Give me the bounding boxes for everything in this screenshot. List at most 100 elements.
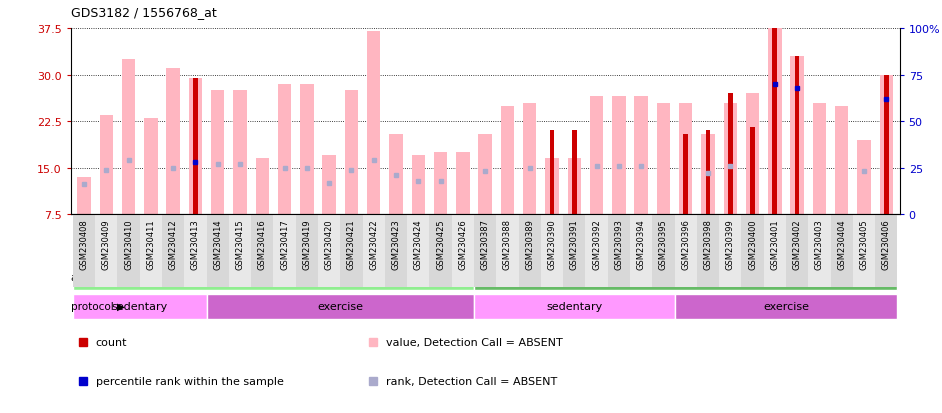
Bar	[185, 215, 206, 287]
Text: GSM230421: GSM230421	[347, 218, 356, 269]
Text: GSM230398: GSM230398	[704, 218, 712, 269]
Bar	[549, 131, 554, 215]
Bar	[674, 294, 898, 319]
Bar	[857, 140, 870, 215]
Bar	[211, 91, 224, 215]
Text: GSM230395: GSM230395	[658, 218, 668, 269]
Bar	[234, 91, 247, 215]
Bar	[118, 215, 139, 287]
Bar	[77, 178, 90, 215]
Bar	[612, 97, 625, 215]
Text: GSM230404: GSM230404	[837, 218, 846, 269]
Bar	[764, 215, 786, 287]
Bar	[697, 215, 719, 287]
Bar	[188, 78, 203, 215]
Bar	[496, 215, 518, 287]
Text: GSM230387: GSM230387	[480, 218, 490, 269]
Bar	[585, 215, 608, 287]
Bar	[701, 134, 715, 215]
Bar	[318, 215, 340, 287]
Text: GSM230412: GSM230412	[169, 218, 178, 269]
Bar	[746, 94, 759, 215]
Text: GSM230394: GSM230394	[637, 218, 645, 269]
Bar	[389, 134, 402, 215]
Text: age ▶: age ▶	[71, 273, 102, 283]
Bar	[430, 215, 452, 287]
Text: GSM230392: GSM230392	[593, 218, 601, 269]
Text: GSM230423: GSM230423	[392, 218, 400, 269]
Text: GSM230388: GSM230388	[503, 218, 512, 269]
Bar	[452, 215, 474, 287]
Text: GSM230409: GSM230409	[102, 218, 111, 269]
Text: sedentary: sedentary	[111, 301, 168, 312]
Text: GSM230399: GSM230399	[725, 218, 735, 269]
Text: protocol ▶: protocol ▶	[71, 301, 125, 312]
Text: rank, Detection Call = ABSENT: rank, Detection Call = ABSENT	[385, 376, 557, 386]
Bar	[474, 294, 674, 319]
Bar	[728, 94, 733, 215]
Text: GSM230419: GSM230419	[302, 218, 312, 269]
Bar	[278, 85, 291, 215]
Bar	[474, 266, 898, 290]
Text: GSM230415: GSM230415	[236, 218, 245, 269]
Bar	[563, 215, 585, 287]
Bar	[674, 215, 697, 287]
Bar	[407, 215, 430, 287]
Bar	[501, 106, 514, 215]
Bar	[706, 131, 710, 215]
Bar	[679, 103, 692, 215]
Bar	[572, 131, 577, 215]
Text: GSM230391: GSM230391	[570, 218, 578, 269]
Bar	[340, 215, 363, 287]
Text: GSM230408: GSM230408	[79, 218, 89, 269]
Bar	[750, 128, 755, 215]
Text: GSM230410: GSM230410	[124, 218, 133, 269]
Bar	[434, 153, 447, 215]
Text: GSM230420: GSM230420	[325, 218, 333, 269]
Text: GSM230411: GSM230411	[146, 218, 155, 269]
Bar	[385, 215, 407, 287]
Text: GSM230402: GSM230402	[792, 218, 802, 269]
Text: GSM230417: GSM230417	[280, 218, 289, 269]
Text: GSM230401: GSM230401	[771, 218, 779, 269]
Bar	[880, 75, 893, 215]
Text: GSM230422: GSM230422	[369, 218, 378, 269]
Text: GSM230406: GSM230406	[882, 218, 891, 269]
Bar	[772, 29, 777, 215]
Text: percentile rank within the sample: percentile rank within the sample	[95, 376, 284, 386]
Text: GSM230416: GSM230416	[258, 218, 267, 269]
Text: GSM230414: GSM230414	[213, 218, 222, 269]
Bar	[568, 159, 581, 215]
Text: GSM230389: GSM230389	[526, 218, 534, 269]
Bar	[255, 159, 269, 215]
Bar	[831, 215, 853, 287]
Text: GSM230425: GSM230425	[436, 218, 445, 269]
Bar	[719, 215, 741, 287]
Bar	[229, 215, 252, 287]
Text: exercise: exercise	[763, 301, 809, 312]
Bar	[884, 75, 888, 215]
Bar	[790, 57, 804, 215]
Text: value, Detection Call = ABSENT: value, Detection Call = ABSENT	[385, 337, 562, 347]
Text: GSM230403: GSM230403	[815, 218, 824, 269]
Bar	[835, 106, 849, 215]
Bar	[73, 294, 206, 319]
Bar	[363, 215, 385, 287]
Bar	[813, 103, 826, 215]
Text: GSM230400: GSM230400	[748, 218, 757, 269]
Bar	[523, 103, 536, 215]
Bar	[296, 215, 318, 287]
Bar	[193, 78, 198, 215]
Bar	[875, 215, 898, 287]
Text: GSM230390: GSM230390	[547, 218, 557, 269]
Bar	[634, 97, 648, 215]
Bar	[345, 91, 358, 215]
Bar	[545, 159, 559, 215]
Bar	[162, 215, 185, 287]
Text: count: count	[95, 337, 127, 347]
Bar	[144, 119, 157, 215]
Text: sedentary: sedentary	[546, 301, 602, 312]
Bar	[122, 60, 136, 215]
Text: GSM230426: GSM230426	[459, 218, 467, 269]
Bar	[768, 29, 782, 215]
